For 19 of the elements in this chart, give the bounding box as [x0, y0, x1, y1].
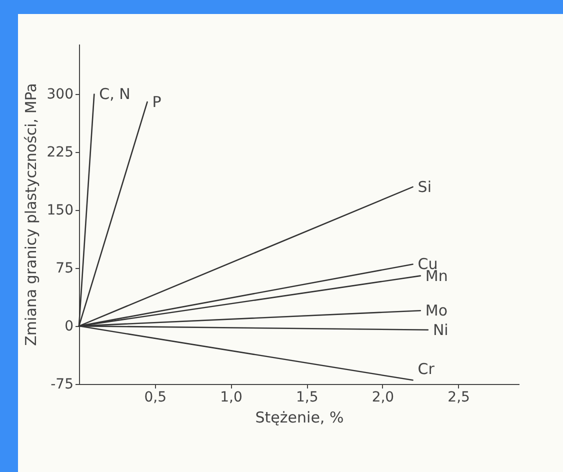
y-tick-label: 0 — [64, 318, 74, 335]
x-tick-label: 1,0 — [220, 390, 242, 406]
series-label: Mo — [425, 302, 448, 320]
series-label: Si — [418, 178, 432, 196]
y-tick-label: 300 — [46, 86, 74, 103]
x-axis-title: Stężenie, % — [255, 408, 344, 426]
y-axis-title: Zmiana granicy plastyczności, MPa — [22, 83, 40, 346]
y-tick-label: -75 — [50, 376, 74, 392]
y-tick-label: 150 — [46, 202, 74, 219]
series-label: C, N — [99, 85, 130, 104]
series-label: Cr — [418, 360, 436, 378]
x-tick-label: 1,5 — [296, 390, 318, 406]
series-label: Ni — [432, 320, 448, 339]
x-tick-label: 0,5 — [144, 390, 166, 406]
x-tick-label: 2,5 — [448, 390, 470, 406]
y-tick-label: 225 — [46, 144, 74, 161]
series-label: P — [152, 92, 162, 111]
x-tick-label: 2,0 — [372, 390, 394, 406]
y-tick-label: 75 — [56, 260, 74, 277]
